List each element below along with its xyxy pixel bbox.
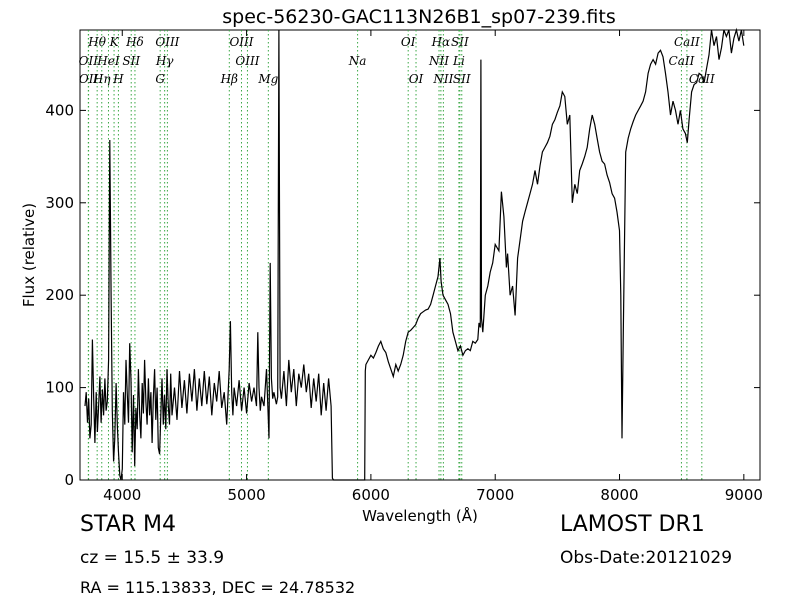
line-marker-label: OI [409,72,424,86]
line-marker-label: OII [79,72,99,86]
tick-label: 100 [45,379,74,397]
spectrum-series-line [84,27,745,481]
line-marker-label: Li [452,54,465,68]
tick-label: 9000 [725,486,763,504]
line-marker-label: CaII [669,54,695,68]
line-marker-label: HeI [96,54,120,68]
observation-date: Obs-Date:20121029 [560,548,733,568]
line-marker-label: OIII [235,54,259,68]
line-marker-label: Hη [92,72,111,86]
line-marker-label: SII [453,72,471,86]
redshift-readout: cz = 15.5 ± 33.9 [80,548,225,568]
tick-label: 200 [45,286,74,304]
tick-label: 7000 [476,486,514,504]
line-marker-label: Mg [257,72,278,86]
line-marker-label: OIII [229,35,253,49]
line-marker-label: Hθ [87,35,106,49]
x-axis-label: Wavelength (Å) [362,506,478,525]
tick-label: 0 [64,471,74,489]
tick-label: 6000 [352,486,390,504]
line-marker-label: G [155,72,165,86]
line-marker-label: Hδ [125,35,144,49]
line-marker-label: OII [79,54,99,68]
line-marker-label: Na [348,54,367,68]
survey-name: LAMOST DR1 [560,512,705,537]
line-marker-label: H [112,72,124,86]
line-marker-label: NII [428,54,449,68]
plot-area [79,29,761,481]
line-marker-label: Hα [431,35,451,49]
tick-label: 300 [45,194,74,212]
tick-label: 5000 [227,486,265,504]
line-marker-label: OIII [155,35,179,49]
coordinates-readout: RA = 115.13833, DEC = 24.78532 [80,578,356,597]
line-marker-label: Hγ [155,54,174,68]
line-marker-label: CaII [674,35,700,49]
tick-label: 400 [45,101,74,119]
line-marker-label: CaII [689,72,715,86]
chart-title: spec-56230-GAC113N26B1_sp07-239.fits [222,6,616,28]
line-marker-label: Hβ [220,72,238,86]
line-marker-label: OI [401,35,416,49]
line-marker-label: K [109,35,120,49]
line-marker-label: SII [122,54,140,68]
axis-ticks: 4000 5000 6000 7000 8000 9000 0 100 200 300 400 [45,30,763,504]
tick-label: 4000 [103,486,141,504]
line-marker-label: NII [432,72,453,86]
tick-label: 8000 [600,486,638,504]
object-class-label: STAR M4 [80,512,177,537]
y-axis-label: Flux (relative) [20,203,38,307]
line-marker-label: SII [451,35,469,49]
